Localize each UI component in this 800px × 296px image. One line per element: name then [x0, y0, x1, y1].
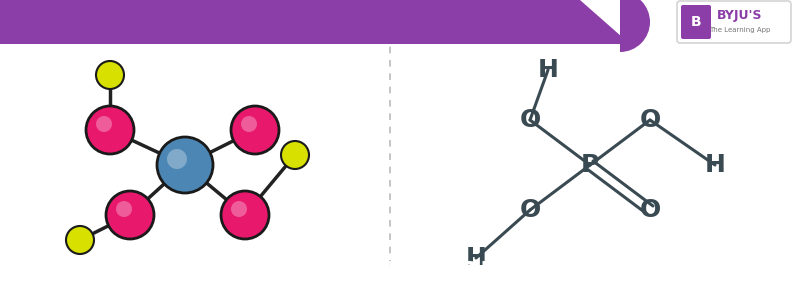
Text: O: O — [519, 198, 541, 222]
Circle shape — [106, 191, 154, 239]
Text: PHOSPHORIC ACID STRUCTURE: PHOSPHORIC ACID STRUCTURE — [14, 260, 499, 288]
Text: H: H — [705, 153, 726, 177]
Circle shape — [86, 106, 134, 154]
Text: H: H — [538, 58, 558, 82]
Circle shape — [167, 149, 187, 169]
Polygon shape — [580, 0, 800, 44]
Circle shape — [281, 141, 309, 169]
Circle shape — [96, 116, 112, 132]
Text: BYJU'S: BYJU'S — [718, 9, 762, 22]
Circle shape — [157, 137, 213, 193]
Text: B: B — [690, 15, 702, 29]
Circle shape — [241, 116, 257, 132]
Text: O: O — [639, 108, 661, 132]
Circle shape — [116, 201, 132, 217]
Circle shape — [231, 201, 247, 217]
Circle shape — [231, 106, 279, 154]
FancyBboxPatch shape — [677, 1, 791, 43]
Wedge shape — [620, 0, 650, 52]
Text: P: P — [581, 153, 599, 177]
FancyBboxPatch shape — [0, 0, 800, 44]
FancyBboxPatch shape — [681, 5, 711, 39]
Circle shape — [66, 226, 94, 254]
Text: H: H — [466, 246, 486, 270]
Text: O: O — [639, 198, 661, 222]
Text: O: O — [519, 108, 541, 132]
Circle shape — [96, 61, 124, 89]
Circle shape — [221, 191, 269, 239]
Text: The Learning App: The Learning App — [710, 27, 770, 33]
